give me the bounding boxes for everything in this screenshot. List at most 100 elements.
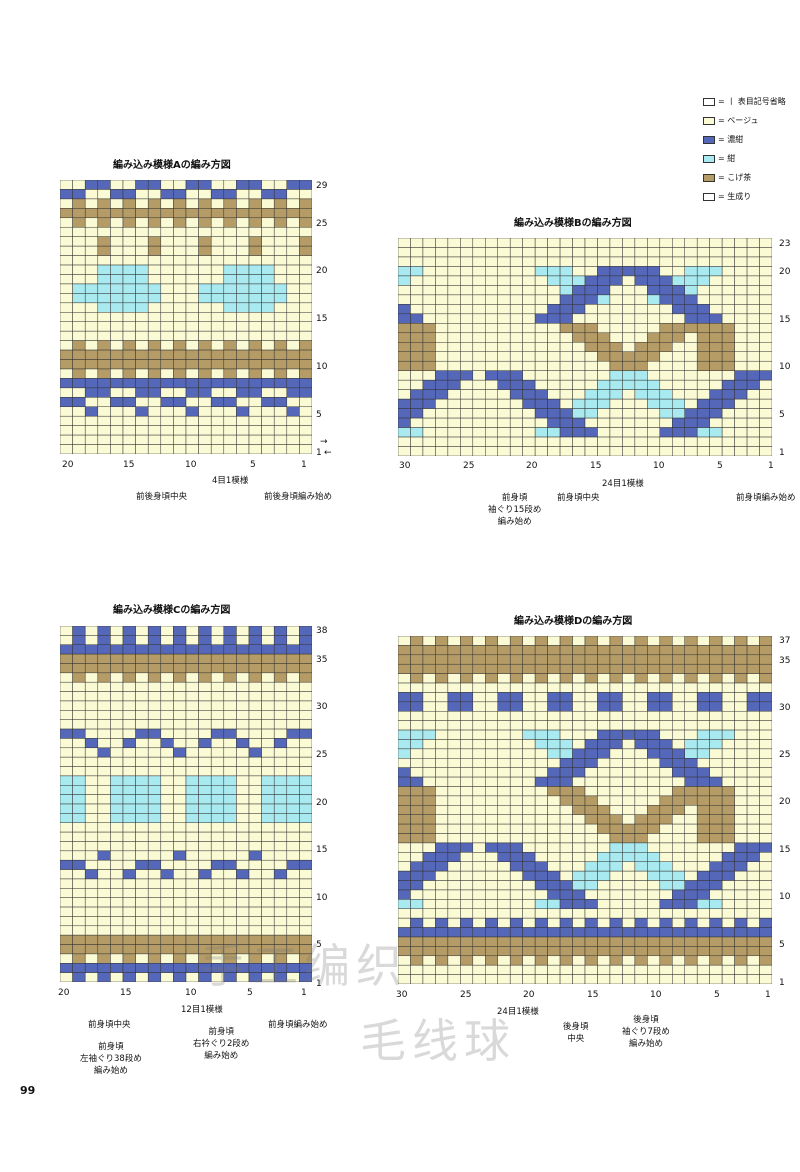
stitch-cell bbox=[447, 446, 461, 456]
stitch-cell bbox=[497, 417, 511, 428]
stitch-cell bbox=[672, 833, 685, 844]
stitch-cell bbox=[422, 256, 436, 267]
stitch-cell bbox=[472, 332, 486, 343]
stitch-cell bbox=[435, 408, 449, 419]
stitch-cell bbox=[559, 304, 573, 315]
stitch-cell bbox=[110, 189, 124, 200]
chart-a-row-number: 15 bbox=[316, 314, 328, 324]
stitch-cell bbox=[236, 368, 250, 379]
stitch-cell bbox=[609, 645, 623, 656]
stitch-cell bbox=[299, 217, 312, 228]
stitch-cell bbox=[597, 636, 611, 646]
stitch-cell bbox=[447, 786, 461, 797]
stitch-cell bbox=[609, 870, 623, 881]
stitch-cell bbox=[261, 434, 275, 445]
stitch-cell bbox=[597, 645, 611, 656]
stitch-cell bbox=[236, 397, 250, 408]
stitch-cell bbox=[522, 767, 536, 778]
stitch-cell bbox=[534, 936, 548, 947]
stitch-cell bbox=[299, 738, 312, 749]
stitch-cell bbox=[622, 238, 636, 248]
stitch-cell bbox=[185, 916, 199, 927]
stitch-cell bbox=[435, 795, 449, 806]
stitch-cell bbox=[422, 663, 436, 674]
stitch-cell bbox=[299, 425, 312, 436]
stitch-cell bbox=[597, 739, 611, 750]
stitch-cell bbox=[72, 180, 86, 190]
stitch-cell bbox=[759, 964, 772, 975]
stitch-cell bbox=[572, 682, 586, 693]
stitch-cell bbox=[759, 370, 772, 381]
stitch-cell bbox=[485, 663, 498, 674]
stitch-cell bbox=[273, 897, 288, 908]
stitch-cell bbox=[173, 869, 187, 880]
stitch-cell bbox=[497, 889, 511, 900]
stitch-cell bbox=[248, 888, 262, 898]
stitch-cell bbox=[534, 446, 548, 456]
stitch-cell bbox=[122, 719, 136, 730]
stitch-cell bbox=[286, 368, 300, 379]
stitch-cell bbox=[584, 673, 598, 684]
stitch-cell bbox=[547, 398, 561, 409]
stitch-cell bbox=[634, 795, 648, 806]
stitch-cell bbox=[398, 351, 411, 362]
stitch-cell bbox=[584, 748, 598, 759]
stitch-cell bbox=[147, 245, 162, 256]
stitch-cell bbox=[60, 775, 73, 786]
stitch-cell bbox=[447, 304, 461, 315]
stitch-cell bbox=[447, 729, 461, 740]
stitch-cell bbox=[622, 636, 636, 646]
stitch-cell bbox=[597, 786, 611, 797]
stitch-cell bbox=[497, 814, 511, 825]
stitch-cell bbox=[672, 710, 685, 721]
stitch-cell bbox=[509, 710, 523, 721]
stitch-cell bbox=[122, 925, 136, 936]
stitch-cell bbox=[659, 927, 673, 938]
stitch-cell bbox=[547, 360, 561, 371]
stitch-cell bbox=[721, 870, 735, 881]
stitch-cell bbox=[647, 417, 661, 428]
stitch-cell bbox=[236, 756, 250, 767]
stitch-cell bbox=[696, 927, 710, 938]
stitch-cell bbox=[547, 889, 561, 900]
stitch-cell bbox=[759, 682, 772, 693]
stitch-cell bbox=[672, 238, 685, 248]
stitch-cell bbox=[659, 861, 673, 872]
chart-b-col-number: 1 bbox=[768, 461, 774, 471]
stitch-cell bbox=[198, 444, 212, 454]
stitch-cell bbox=[460, 332, 474, 343]
stitch-cell bbox=[173, 245, 187, 256]
stitch-cell bbox=[122, 869, 136, 880]
stitch-cell bbox=[734, 275, 748, 286]
stitch-cell bbox=[746, 360, 760, 371]
stitch-cell bbox=[584, 323, 598, 334]
stitch-cell bbox=[410, 436, 424, 447]
stitch-cell bbox=[135, 406, 149, 417]
stitch-cell bbox=[447, 870, 461, 881]
stitch-cell bbox=[647, 673, 661, 684]
stitch-cell bbox=[534, 805, 548, 815]
stitch-cell bbox=[746, 852, 760, 862]
stitch-cell bbox=[173, 681, 187, 692]
stitch-cell bbox=[746, 758, 760, 768]
stitch-cell bbox=[72, 415, 86, 426]
chart-a-col-number: 10 bbox=[185, 460, 197, 470]
stitch-cell bbox=[497, 795, 511, 806]
stitch-cell bbox=[398, 701, 411, 712]
stitch-cell bbox=[460, 389, 474, 400]
stitch-cell bbox=[460, 238, 474, 248]
stitch-cell bbox=[410, 332, 424, 343]
stitch-cell bbox=[110, 644, 124, 655]
stitch-cell bbox=[622, 729, 636, 740]
stitch-cell bbox=[597, 880, 611, 891]
stitch-cell bbox=[84, 415, 99, 426]
stitch-cell bbox=[634, 946, 648, 957]
stitch-cell bbox=[273, 925, 288, 936]
stitch-cell bbox=[286, 897, 300, 908]
stitch-cell bbox=[60, 255, 73, 266]
stitch-cell bbox=[410, 323, 424, 334]
stitch-cell bbox=[198, 415, 212, 426]
stitch-cell bbox=[472, 852, 486, 862]
chart-c-row-number: 15 bbox=[316, 845, 328, 855]
stitch-cell bbox=[659, 786, 673, 797]
